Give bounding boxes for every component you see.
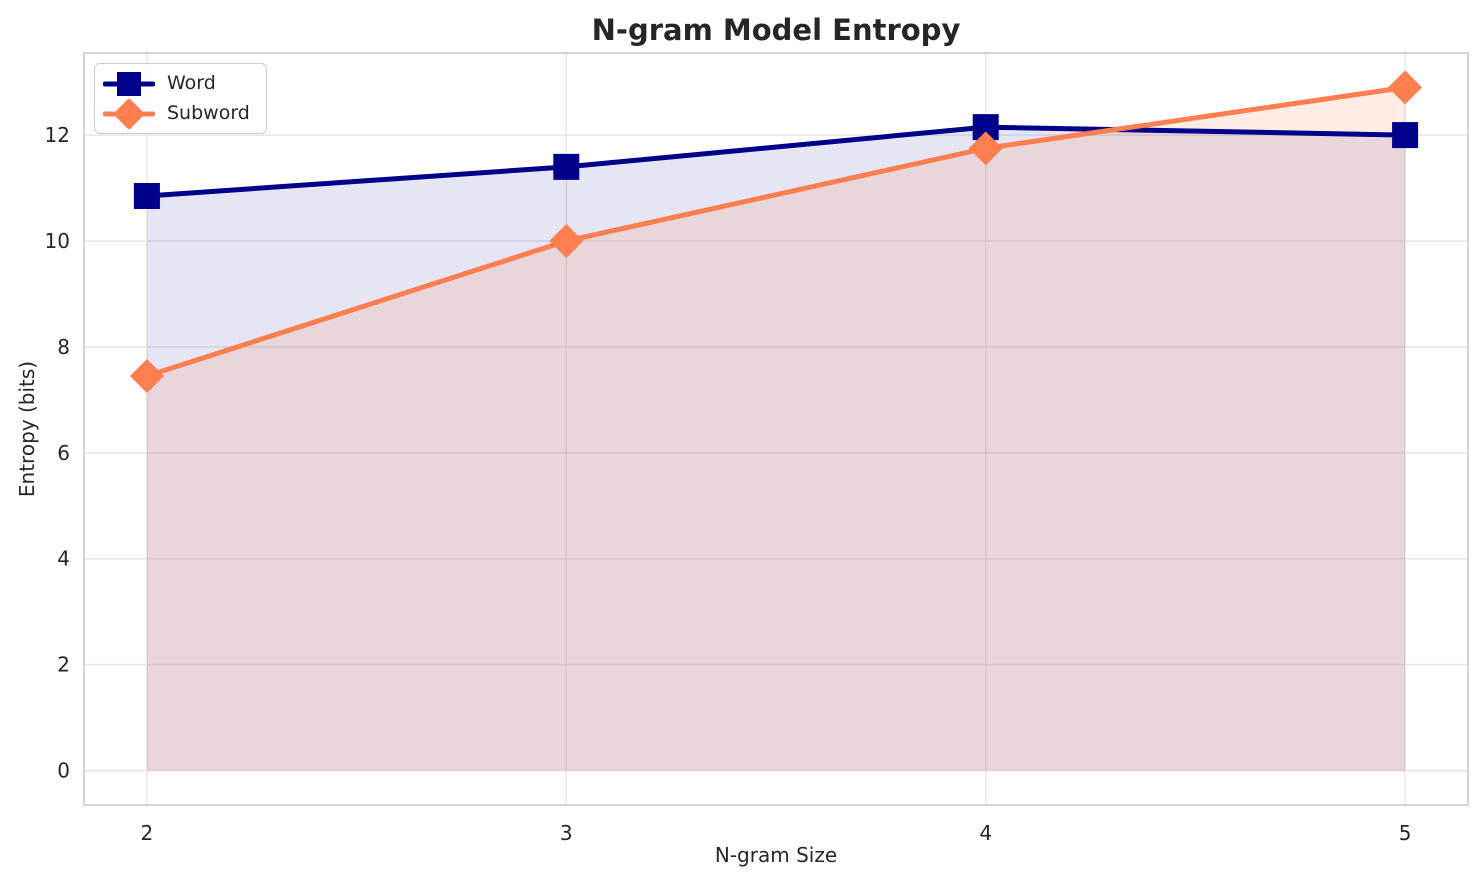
legend-item-subword: Subword xyxy=(103,98,250,129)
diamond-marker-icon xyxy=(103,98,155,129)
x-axis-label: N-gram Size xyxy=(715,843,837,867)
plot-border xyxy=(83,52,1469,806)
x-tick-label: 2 xyxy=(141,821,154,845)
square-marker-icon xyxy=(103,71,155,96)
subword-marker xyxy=(129,359,164,394)
legend: Word Subword xyxy=(94,63,267,134)
y-tick-label: 8 xyxy=(57,335,70,359)
y-axis-label: Entropy (bits) xyxy=(15,361,39,497)
y-tick-label: 10 xyxy=(45,229,70,253)
y-tick-label: 12 xyxy=(45,123,70,147)
subword-line xyxy=(144,84,1408,379)
subword-area xyxy=(146,87,1406,771)
legend-label: Subword xyxy=(167,102,250,124)
subword-marker xyxy=(968,131,1003,166)
legend-label: Word xyxy=(167,72,216,94)
plot-area: 2 3 4 5 0 2 4 6 8 10 12 xyxy=(45,52,1469,845)
y-tick-label: 6 xyxy=(57,441,70,465)
word-marker xyxy=(553,153,580,180)
word-marker xyxy=(1392,122,1419,149)
x-tick-label: 3 xyxy=(560,821,573,845)
subword-marker xyxy=(1388,70,1423,105)
y-tick-label: 0 xyxy=(57,759,70,783)
chart-title: N-gram Model Entropy xyxy=(592,13,961,47)
y-tick-label: 4 xyxy=(57,547,70,571)
x-tick-label: 5 xyxy=(1399,821,1412,845)
word-marker xyxy=(133,182,160,209)
y-tick-label: 2 xyxy=(57,653,70,677)
word-area xyxy=(146,127,1406,771)
subword-marker xyxy=(549,224,584,258)
word-line xyxy=(144,124,1408,199)
x-tick-label: 4 xyxy=(979,821,992,845)
legend-item-word: Word xyxy=(103,69,250,98)
